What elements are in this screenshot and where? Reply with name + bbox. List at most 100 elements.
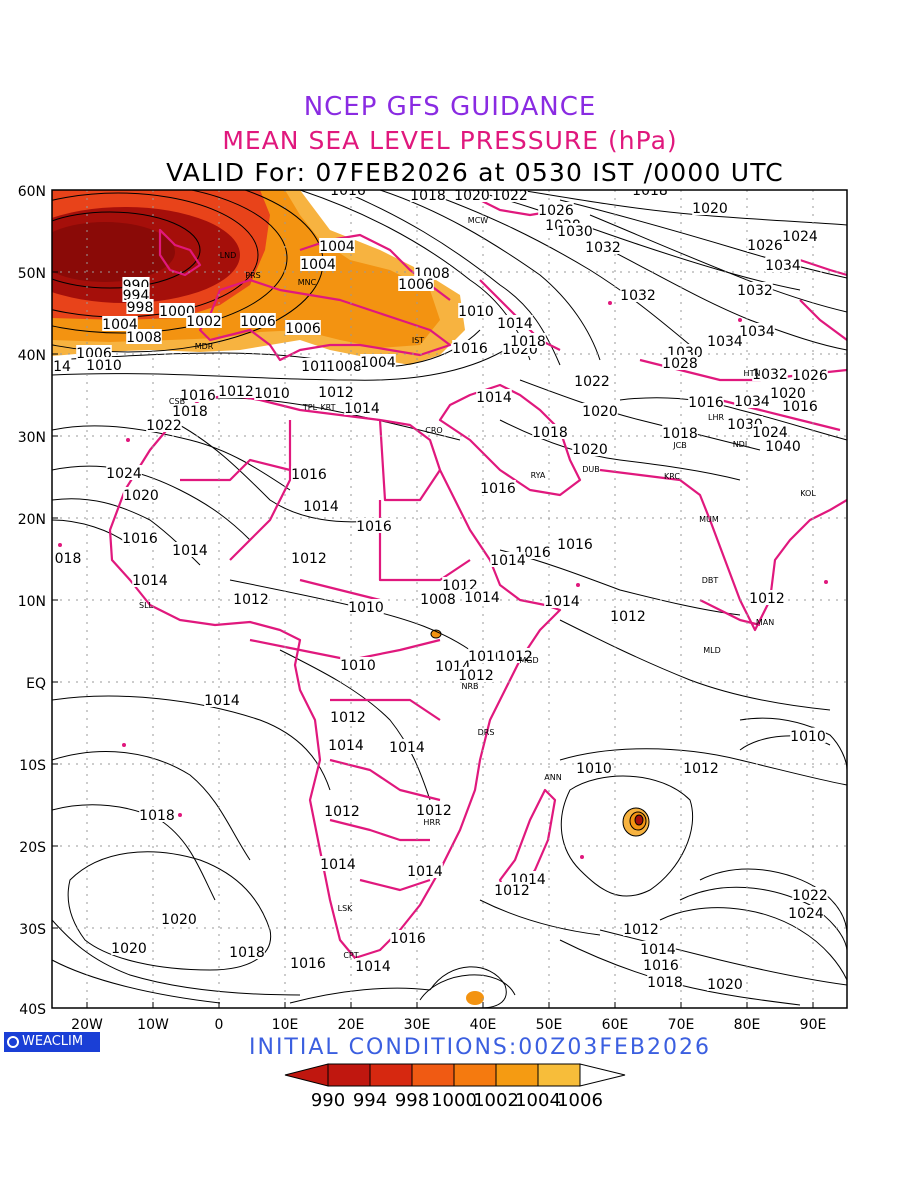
isobar-label-bg: [291, 550, 327, 565]
city-label: MNC: [298, 278, 317, 287]
isobar-label: 1016: [330, 183, 366, 199]
isobar-label-bg: [410, 190, 446, 202]
isobar-label-bg: [490, 552, 526, 567]
isobar-label: 1026: [747, 238, 783, 254]
cyclone-core: [634, 814, 644, 826]
isobar-label-bg: [683, 760, 719, 775]
isobar-label: 1002: [186, 314, 222, 330]
isobar-label: 1010: [576, 761, 612, 777]
isobar-label-bg: [54, 550, 82, 565]
isobar-label-bg: [172, 403, 208, 418]
city-label: MAN: [756, 618, 774, 627]
isobar-label: 1018: [532, 425, 568, 441]
isobar-label: 1012: [494, 883, 530, 899]
isobar-label-bg: [229, 944, 265, 959]
isobar-label-bg: [662, 425, 698, 440]
isobar-label: 1020: [123, 488, 159, 504]
isobar-label: 998: [127, 300, 154, 316]
isobar-label-bg: [782, 228, 818, 243]
isobar-label-bg: [416, 802, 452, 817]
isobar-label-bg: [452, 340, 488, 355]
city-label: DUB: [582, 465, 600, 474]
isobar-label: 1018: [410, 188, 446, 204]
lat-label: 50N: [18, 266, 46, 282]
isobar-label: 1014: [464, 590, 500, 606]
isobar-label-bg: [737, 282, 773, 297]
isobar-label: 1032: [620, 288, 656, 304]
isobar-label: 1034: [734, 394, 770, 410]
isobar-label: 1024: [106, 466, 142, 482]
isobar-label: 1014: [303, 499, 339, 515]
isobar-label: 1012: [458, 668, 494, 684]
isobar-label-bg: [647, 974, 683, 989]
isobar-label: 1012: [291, 551, 327, 567]
isobar-label: 1024: [788, 906, 824, 922]
isobar-label: 1032: [752, 367, 788, 383]
isobar-label: 1012: [324, 804, 360, 820]
isobar-label: 1014: [490, 553, 526, 569]
isobar-label-bg: [765, 438, 801, 453]
city-label: DRS: [478, 728, 495, 737]
city-label: MCW: [468, 216, 488, 225]
isobar-label: 1018: [662, 426, 698, 442]
isobar-label: 1012: [683, 761, 719, 777]
lon-label: 10E: [272, 1017, 299, 1033]
isobar-label: 1014: [497, 316, 533, 332]
isobar-label-bg: [623, 921, 659, 936]
longitude-axis: 20W 10W 0 10E 20E 30E 40E 50E 60E 70E 80…: [71, 1017, 826, 1033]
isobar-label-bg: [360, 354, 396, 369]
colorbar-swatch: [327, 1063, 371, 1087]
isobar-label-bg: [240, 313, 276, 328]
isobar-label: 1016: [557, 537, 593, 553]
city-label: MUM: [699, 515, 719, 524]
isobar-label: 018: [55, 551, 82, 567]
isobar-label-bg: [752, 366, 788, 381]
city-label: SLL: [139, 601, 154, 610]
isobar-label: 1014: [389, 740, 425, 756]
isobar-label: 1014: [204, 693, 240, 709]
city-label: LSK: [338, 904, 354, 913]
isobar-label: 1000: [159, 304, 195, 320]
isobar-label: 1016: [452, 341, 488, 357]
city-label: DBT: [702, 576, 719, 585]
city-label: PRS: [245, 271, 260, 280]
isobar-label-bg: [454, 190, 490, 202]
isobar-label-bg: [688, 394, 724, 409]
map-content: 1016101810201022101810201026102810301032…: [52, 183, 847, 1008]
isobar-label: 1018: [229, 945, 265, 961]
lat-label: 40N: [18, 348, 46, 364]
isobar-label: 1020: [454, 188, 490, 204]
south-atlantic-orange-low: [466, 991, 484, 1005]
lon-label: 50E: [536, 1017, 563, 1033]
city-label: CPT: [343, 951, 358, 960]
isobar-label-bg: [464, 589, 500, 604]
colorbar-right-arrow: [579, 1063, 626, 1087]
colorbar-swatch: [495, 1063, 539, 1087]
lon-label: 80E: [734, 1017, 761, 1033]
isobar-label-bg: [389, 739, 425, 754]
isobar-label: 1006: [285, 321, 321, 337]
isobar-label-bg: [782, 398, 818, 413]
isobar-label: 1034: [739, 324, 775, 340]
isobar-label-bg: [344, 400, 380, 415]
colorbar-swatch: [453, 1063, 497, 1087]
city-label: RYA: [531, 471, 546, 480]
isobar-label: 1016: [390, 931, 426, 947]
isobar-label: 1012: [623, 922, 659, 938]
title-line-1: NCEP GFS GUIDANCE: [303, 92, 597, 122]
isobar-label-bg: [52, 358, 72, 373]
isobar-label-bg: [770, 385, 806, 400]
isobar-labels: 1016101810201022101810201026102810301032…: [52, 183, 828, 993]
isobar-label-bg: [285, 320, 321, 335]
isobar-label-bg: [492, 190, 528, 202]
city-label: HTN: [744, 369, 761, 378]
isobar-label: 1008: [420, 592, 456, 608]
isobar-label-bg: [204, 692, 240, 707]
colorbar-label: 1002: [473, 1090, 519, 1111]
colorbar-label: 1004: [515, 1090, 561, 1111]
isobar-label: 1014: [320, 857, 356, 873]
isobar-label-bg: [320, 856, 356, 871]
isobar-label: 1006: [240, 314, 276, 330]
isobar-label: 1016: [290, 956, 326, 972]
